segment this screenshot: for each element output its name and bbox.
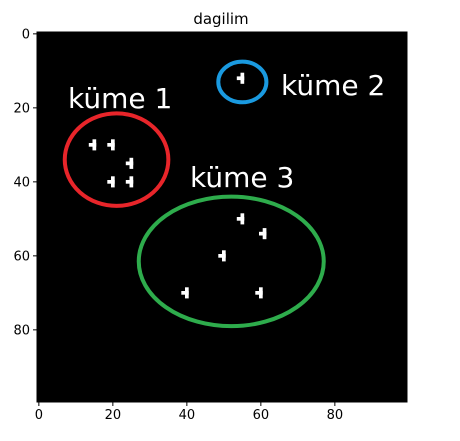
data-pixel — [222, 250, 226, 262]
x-tick-label: 60 — [253, 408, 270, 423]
x-tick-label: 0 — [35, 408, 43, 423]
data-pixel — [111, 176, 115, 188]
pixel-points — [88, 72, 267, 299]
cluster-ellipse — [136, 194, 326, 329]
cluster-label: küme 3 — [190, 161, 294, 194]
cluster-ellipse — [62, 111, 171, 208]
plot-frame — [36, 31, 408, 403]
data-pixel — [111, 139, 115, 151]
data-pixel — [240, 72, 245, 84]
data-pixel — [129, 176, 134, 188]
data-pixel — [92, 139, 97, 151]
y-tick-label: 40 — [13, 175, 30, 190]
y-axis: 0 20 40 60 80 — [13, 27, 37, 338]
y-tick-label: 0 — [22, 27, 30, 42]
y-tick-label: 20 — [13, 101, 30, 116]
data-pixel — [240, 213, 245, 225]
data-pixel — [259, 287, 263, 299]
data-pixel — [262, 228, 267, 240]
x-axis: 0 20 40 60 80 — [35, 402, 343, 423]
y-tick-label: 60 — [13, 249, 30, 264]
data-pixel — [129, 157, 134, 169]
cluster-label: küme 1 — [68, 82, 172, 115]
y-tick-label: 80 — [13, 323, 30, 338]
cluster-label: küme 2 — [281, 69, 385, 102]
chart-title: dagilim — [193, 10, 248, 28]
cluster-annotations: küme 1 küme 2 küme 3 — [62, 59, 385, 329]
cluster-ellipse — [216, 59, 269, 105]
x-tick-label: 20 — [105, 408, 122, 423]
x-tick-label: 40 — [179, 408, 196, 423]
x-tick-label: 80 — [327, 408, 344, 423]
data-pixel — [185, 287, 189, 299]
